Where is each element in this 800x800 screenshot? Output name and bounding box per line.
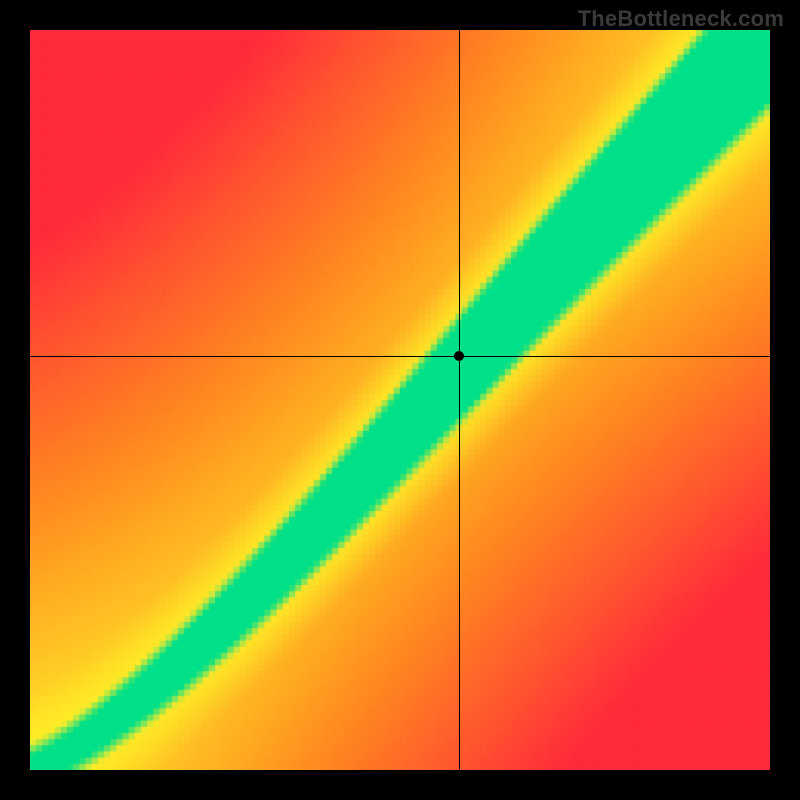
chart-container: TheBottleneck.com <box>0 0 800 800</box>
watermark-text: TheBottleneck.com <box>578 6 784 32</box>
plot-frame <box>30 30 770 770</box>
crosshair-horizontal <box>30 356 770 357</box>
marker-dot <box>454 351 464 361</box>
crosshair-vertical <box>459 30 460 770</box>
heatmap-canvas <box>30 30 770 770</box>
